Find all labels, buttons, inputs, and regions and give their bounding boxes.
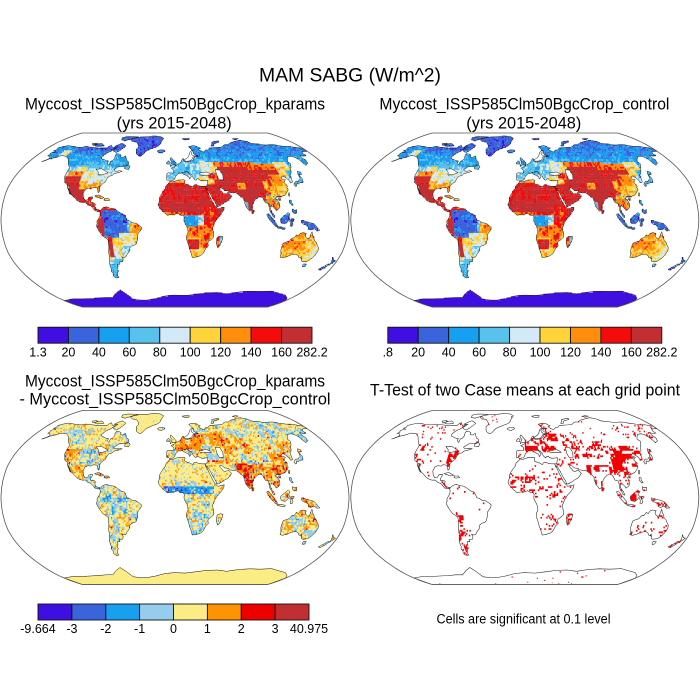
svg-text:100: 100: [530, 346, 551, 360]
svg-text:100: 100: [180, 346, 201, 360]
svg-text:Myccost_ISSP585Clm50BgcCrop_co: Myccost_ISSP585Clm50BgcCrop_control: [379, 95, 669, 113]
svg-text:T-Test of two Case means at ea: T-Test of two Case means at each grid po…: [370, 382, 680, 400]
svg-text:1.3: 1.3: [29, 346, 46, 360]
svg-text:(yrs 2015-2048): (yrs 2015-2048): [117, 114, 232, 132]
svg-text:-3: -3: [66, 622, 77, 636]
svg-text:60: 60: [472, 346, 486, 360]
svg-text:282.2: 282.2: [296, 346, 327, 360]
svg-text:-1: -1: [134, 622, 145, 636]
svg-text:1: 1: [204, 622, 211, 636]
svg-text:0: 0: [170, 622, 177, 636]
svg-text:2: 2: [238, 622, 245, 636]
svg-text:120: 120: [560, 346, 581, 360]
svg-text:80: 80: [153, 346, 167, 360]
svg-text:160: 160: [621, 346, 642, 360]
svg-text:140: 140: [241, 346, 262, 360]
svg-text:80: 80: [503, 346, 517, 360]
svg-text:Cells are significant at 0.1 l: Cells are significant at 0.1 level: [437, 612, 611, 627]
svg-text:MAM SABG (W/m^2): MAM SABG (W/m^2): [259, 66, 441, 87]
svg-text:Myccost_ISSP585Clm50BgcCrop_kp: Myccost_ISSP585Clm50BgcCrop_kparams: [25, 95, 325, 113]
svg-text:160: 160: [271, 346, 292, 360]
svg-text:140: 140: [590, 346, 611, 360]
svg-text:40: 40: [92, 346, 106, 360]
svg-text:-9.664: -9.664: [20, 622, 55, 636]
svg-text:20: 20: [411, 346, 425, 360]
svg-text:Myccost_ISSP585Clm50BgcCrop_kp: Myccost_ISSP585Clm50BgcCrop_kparams: [25, 373, 325, 391]
svg-text:40: 40: [442, 346, 456, 360]
svg-text:- Myccost_ISSP585Clm50BgcCrop_: - Myccost_ISSP585Clm50BgcCrop_control: [20, 391, 331, 409]
svg-text:120: 120: [210, 346, 231, 360]
svg-text:-2: -2: [100, 622, 111, 636]
svg-text:282.2: 282.2: [646, 346, 677, 360]
svg-text:20: 20: [61, 346, 75, 360]
svg-text:60: 60: [122, 346, 136, 360]
svg-text:.8: .8: [383, 346, 393, 360]
svg-text:(yrs 2015-2048): (yrs 2015-2048): [466, 114, 581, 132]
svg-text:40.975: 40.975: [290, 622, 328, 636]
svg-text:3: 3: [272, 622, 279, 636]
